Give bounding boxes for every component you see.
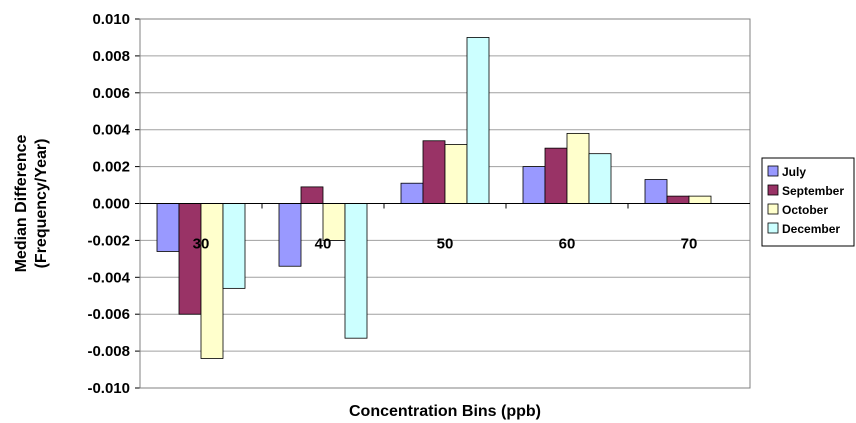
x-axis-title: Concentration Bins (ppb) — [349, 403, 541, 420]
bar-october-50 — [444, 144, 468, 204]
bar-september-30 — [178, 203, 202, 315]
y-tick-label: -0.010 — [87, 380, 130, 397]
bar-december-50 — [466, 37, 490, 204]
legend-label-october: October — [782, 203, 828, 217]
bars — [139, 37, 712, 359]
legend-label-july: July — [782, 165, 806, 179]
y-tick-label: -0.002 — [87, 232, 130, 249]
legend-swatch-december — [767, 222, 779, 234]
legend-swatch-july — [767, 165, 779, 177]
bar-december-40 — [344, 203, 368, 339]
y-axis-title-line-2: (Frequency/Year) — [33, 139, 50, 269]
y-axis-title: Median Difference — [13, 134, 30, 272]
y-tick-label: 0.002 — [92, 159, 130, 176]
y-tick-label: 0.006 — [92, 85, 130, 102]
bar-september-60 — [544, 147, 568, 204]
y-tick-label: -0.006 — [87, 306, 130, 323]
bar-september-50 — [422, 140, 446, 204]
x-tick-label: 60 — [559, 236, 576, 253]
legend-swatch-september — [767, 184, 779, 196]
x-tick-labels: 30 40 50 60 70 — [193, 236, 698, 253]
bar-september-40 — [300, 186, 324, 204]
bar-october-30 — [200, 203, 224, 359]
legend: July September October December — [761, 157, 855, 247]
bar-october-60 — [566, 132, 590, 204]
y-tick-label: 0.010 — [92, 11, 130, 28]
bar-december-60 — [588, 153, 612, 204]
x-tick-label: 50 — [437, 236, 454, 253]
x-tick-label: 40 — [315, 236, 332, 253]
y-tick-label: -0.004 — [87, 269, 130, 286]
bar-july-40 — [278, 203, 302, 267]
bar-july-60 — [522, 166, 546, 204]
legend-label-december: December — [782, 222, 840, 236]
bar-december-30 — [222, 203, 246, 289]
y-tick-label: 0.004 — [92, 122, 130, 139]
x-tick-label: 30 — [193, 236, 210, 253]
y-tick-labels: 0.010 0.008 0.006 0.004 0.002 0.000 -0.002 -0.0… — [87, 11, 130, 397]
bar-september-70 — [666, 195, 690, 204]
y-tick-label: 0.000 — [92, 196, 130, 213]
x-tick-label: 70 — [681, 236, 698, 253]
bar-october-70 — [688, 195, 712, 204]
bar-july-30 — [156, 203, 180, 252]
bar-july-50 — [400, 182, 424, 204]
legend-label-september: September — [782, 184, 844, 198]
y-tick-label: -0.008 — [87, 343, 130, 360]
bar-july-70 — [644, 179, 668, 204]
y-tick-label: 0.008 — [92, 48, 130, 65]
legend-swatch-october — [767, 203, 779, 215]
